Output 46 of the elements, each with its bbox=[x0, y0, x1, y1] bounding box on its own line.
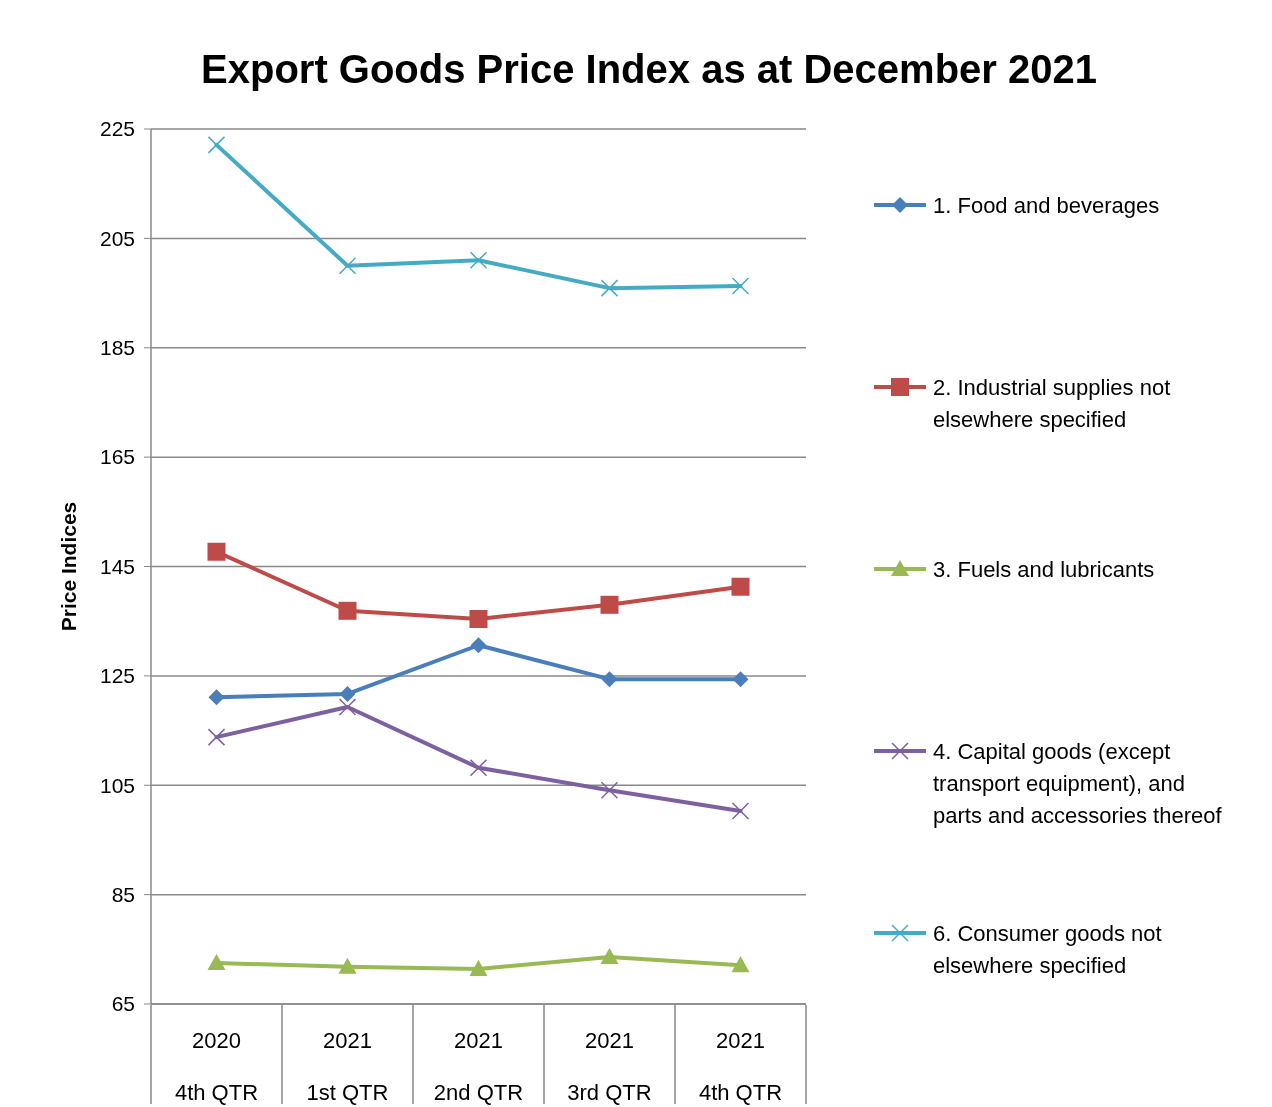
point bbox=[207, 953, 226, 970]
y-tick-label: 85 bbox=[111, 882, 135, 906]
point bbox=[469, 759, 488, 777]
point bbox=[600, 279, 619, 297]
y-axis-title: Price Indices bbox=[57, 501, 80, 632]
point bbox=[600, 947, 619, 964]
category-label: 2021 2nd QTR bbox=[433, 1028, 524, 1105]
legend-label: 2. Industrial supplies not elsewhere specified bbox=[933, 374, 1171, 432]
point bbox=[207, 728, 226, 746]
point bbox=[469, 960, 488, 976]
legend-label: 1. Food and beverages bbox=[933, 192, 1160, 218]
point bbox=[731, 802, 750, 820]
point bbox=[600, 595, 619, 614]
point bbox=[469, 610, 488, 628]
point bbox=[470, 637, 487, 654]
category-label: 2021 4th QTR bbox=[698, 1028, 783, 1105]
point bbox=[338, 957, 357, 974]
y-tick-label: 225 bbox=[99, 117, 135, 141]
y-tick-label: 205 bbox=[99, 226, 135, 250]
point bbox=[601, 671, 618, 688]
point bbox=[207, 542, 226, 561]
category-label: 2021 1st QTR bbox=[306, 1028, 389, 1105]
point bbox=[338, 601, 357, 620]
category-label: 2021 3rd QTR bbox=[567, 1028, 652, 1105]
y-tick-label: 105 bbox=[99, 773, 135, 797]
legend-label: 4. Capital goods (except transport equipment), and parts and accessories thereof bbox=[933, 738, 1223, 828]
point bbox=[339, 685, 356, 702]
y-tick-label: 145 bbox=[99, 554, 135, 578]
y-tick-label: 125 bbox=[99, 664, 135, 688]
point bbox=[731, 577, 750, 596]
point bbox=[469, 251, 488, 269]
point bbox=[731, 277, 750, 295]
y-tick-label: 165 bbox=[99, 445, 135, 469]
point bbox=[207, 136, 226, 154]
chart-title: Export Goods Price Index as at December 2021 bbox=[201, 47, 1097, 91]
point bbox=[338, 698, 357, 716]
category-label: 2020 4th QTR bbox=[174, 1028, 259, 1105]
point bbox=[731, 956, 750, 973]
legend-label: 3. Fuels and lubricants bbox=[933, 556, 1155, 582]
y-tick-label: 185 bbox=[99, 336, 135, 360]
legend-label: 6. Consumer goods not elsewhere specified bbox=[933, 920, 1162, 978]
point bbox=[600, 781, 619, 799]
point bbox=[338, 256, 357, 275]
point bbox=[732, 671, 749, 688]
point bbox=[208, 689, 225, 706]
y-tick-label: 65 bbox=[111, 992, 135, 1016]
